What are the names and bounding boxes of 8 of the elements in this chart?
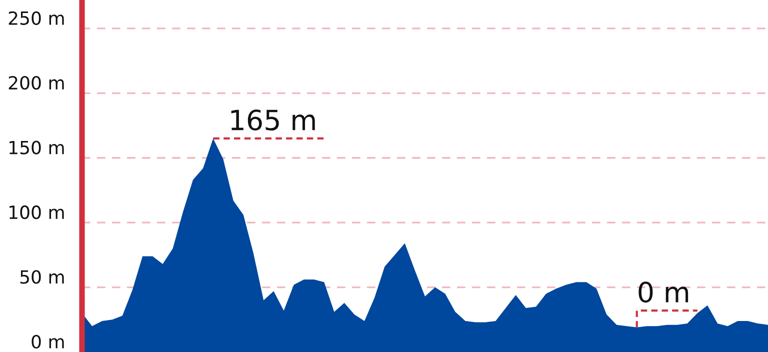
y-tick-label: 200 m <box>8 76 64 90</box>
annotation: 165 m <box>231 109 315 130</box>
y-tick-label: 150 m <box>10 140 64 154</box>
y-tick-label: 100 m <box>10 205 64 220</box>
annotation: 0 m <box>638 282 688 303</box>
y-tick-label: 250 m <box>8 11 64 25</box>
y-tick-label: 0 m <box>32 334 64 348</box>
y-tick-label: 50 m <box>20 270 64 284</box>
